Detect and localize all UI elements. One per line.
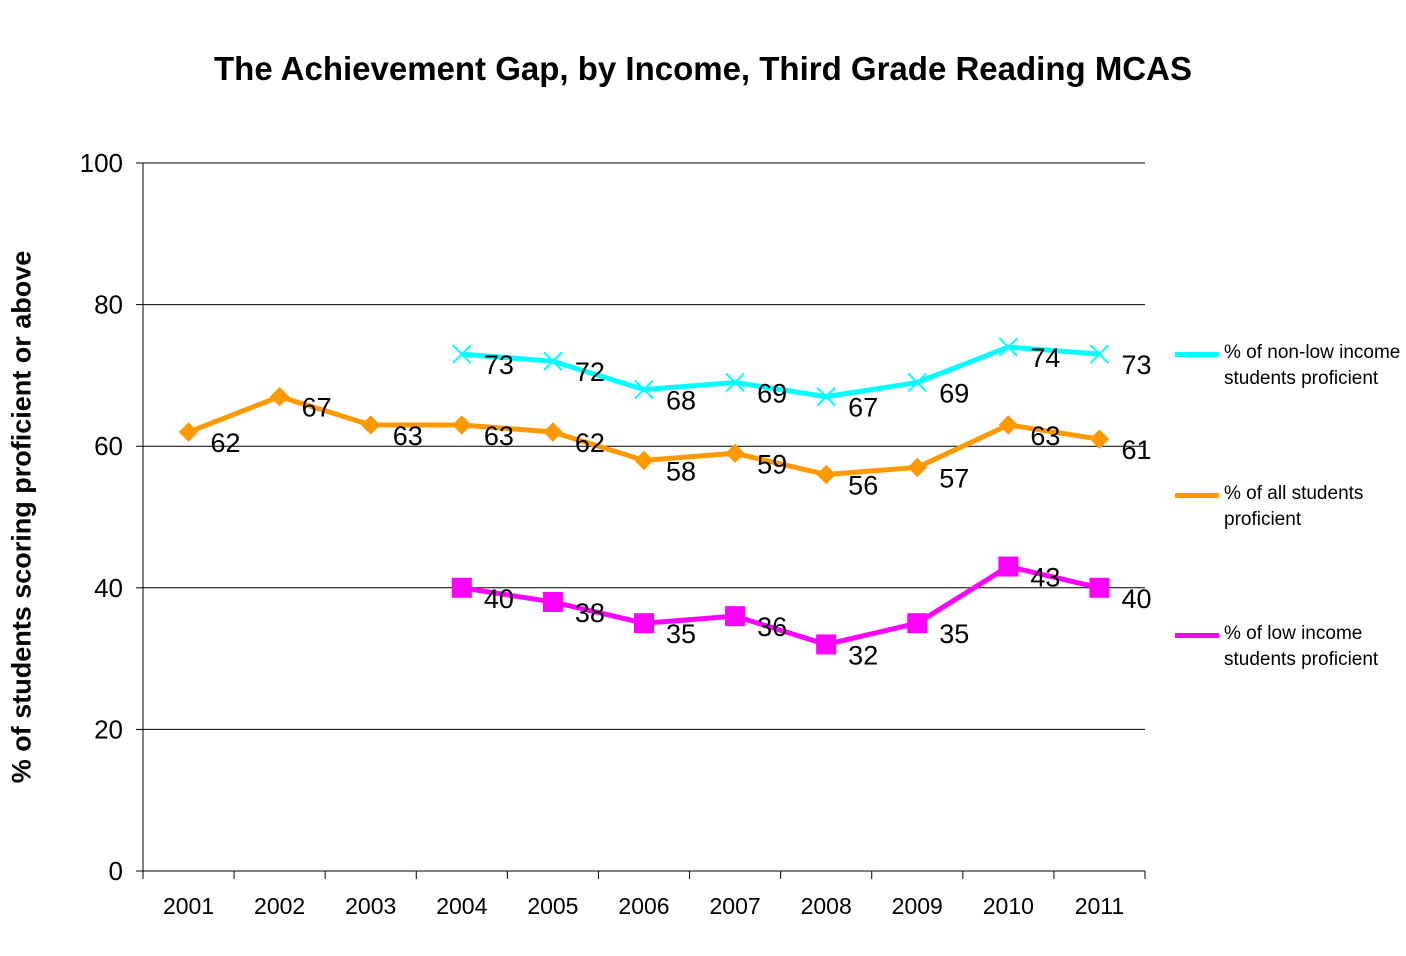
series-2-marker — [907, 613, 928, 634]
y-tick-label: 0 — [109, 856, 123, 886]
x-tick-label: 2006 — [618, 893, 669, 919]
series-1-data-label: 61 — [1121, 435, 1151, 465]
series-2-marker — [451, 577, 472, 598]
series-2-data-label: 32 — [848, 640, 878, 670]
series-1-data-label: 56 — [848, 471, 878, 501]
series-0-data-label: 68 — [666, 386, 696, 416]
series-0-marker — [543, 351, 563, 371]
legend-label-all-students: % of all students proficient — [1224, 483, 1364, 530]
series-1-marker — [361, 415, 381, 435]
series-2-marker — [725, 606, 746, 627]
series-2-data-label: 35 — [666, 619, 696, 649]
legend-swatch-all-students — [1175, 493, 1219, 498]
series-2-data-label: 40 — [1121, 584, 1151, 614]
series-line-0 — [461, 344, 1100, 400]
series-0-data-label: 72 — [575, 357, 605, 387]
series-2-marker — [542, 591, 563, 612]
series-line-2 — [461, 564, 1101, 647]
series-0-data-label: 73 — [1121, 350, 1151, 380]
series-1-marker — [178, 422, 199, 442]
x-tick-label: 2001 — [163, 893, 214, 919]
x-tick-label: 2007 — [710, 893, 761, 919]
legend-label-low-income: % of low income students proficient — [1224, 623, 1379, 670]
chart-title: The Achievement Gap, by Income, Third Gr… — [214, 50, 1192, 87]
series-2-data-label: 43 — [1030, 563, 1060, 593]
series-1-data-label: 63 — [1030, 421, 1060, 451]
y-tick-label: 100 — [80, 148, 123, 178]
series-2-data-label: 38 — [575, 598, 605, 628]
series-1-data-label: 67 — [302, 393, 332, 423]
series-0-data-label: 74 — [1030, 343, 1060, 373]
series-1-marker — [998, 415, 1019, 435]
legend-label-non-low-income: % of non-low income students proficient — [1224, 342, 1401, 389]
series-1-marker — [634, 450, 654, 471]
series-0-marker — [998, 337, 1019, 357]
y-tick-label: 60 — [94, 431, 123, 461]
series-1-data-label: 62 — [575, 428, 605, 458]
series-2-marker — [998, 556, 1019, 577]
x-tick-label: 2008 — [801, 893, 852, 919]
series-1-marker — [543, 422, 563, 442]
x-tick-label: 2010 — [983, 893, 1034, 919]
y-tick-label: 40 — [94, 573, 123, 603]
x-tick-label: 2009 — [892, 893, 943, 919]
series-2-data-label: 36 — [757, 612, 787, 642]
series-2-marker — [816, 634, 837, 655]
x-tick-label: 2011 — [1075, 893, 1124, 919]
series-2-data-label: 40 — [484, 584, 514, 614]
series-0-marker — [816, 386, 836, 407]
x-tick-label: 2003 — [345, 893, 396, 919]
x-tick-label: 2004 — [436, 893, 487, 919]
y-tick-label: 80 — [94, 290, 123, 320]
legend-swatch-non-low-income — [1175, 352, 1219, 357]
series-1-marker — [1089, 429, 1110, 449]
series-0-data-label: 73 — [484, 350, 514, 380]
series-1-data-label: 62 — [211, 428, 241, 458]
series-1-data-label: 57 — [939, 463, 969, 493]
series-1-marker — [269, 386, 290, 407]
x-tick-label: 2005 — [527, 893, 578, 919]
series-1-marker — [816, 464, 836, 485]
series-1-data-label: 58 — [666, 456, 696, 486]
series-2-marker — [1089, 577, 1110, 598]
series-1-marker — [907, 457, 927, 478]
series-1-data-label: 63 — [393, 421, 423, 451]
legend-swatch-low-income — [1175, 633, 1219, 638]
series-0-data-label: 69 — [757, 378, 787, 408]
series-0-marker — [634, 379, 654, 400]
series-1-marker — [725, 443, 745, 463]
series-2-data-label: 35 — [939, 619, 969, 649]
y-tick-label: 20 — [94, 714, 123, 744]
series-0-marker — [452, 344, 472, 364]
series-0-data-label: 67 — [848, 393, 878, 423]
series-1-data-label: 63 — [484, 421, 514, 451]
series-0-marker — [907, 372, 927, 393]
series-0-data-label: 69 — [939, 378, 969, 408]
x-tick-label: 2002 — [254, 893, 305, 919]
series-1-data-label: 59 — [757, 449, 787, 479]
series-2-marker — [634, 613, 654, 634]
series-1-marker — [452, 415, 472, 435]
series-0-marker — [725, 372, 745, 393]
series-0-marker — [1089, 344, 1110, 364]
